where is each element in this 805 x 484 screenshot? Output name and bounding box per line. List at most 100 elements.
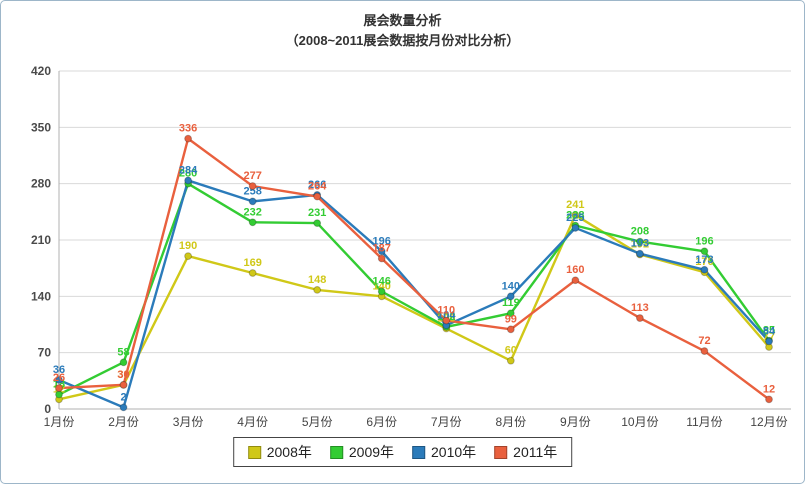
value-label: 26: [53, 372, 65, 384]
x-axis-label: 7月份: [431, 415, 462, 429]
value-label: 140: [502, 280, 520, 292]
value-label: 169: [243, 257, 261, 269]
value-label: 187: [373, 243, 391, 255]
value-label: 231: [308, 207, 326, 219]
x-axis-label: 11月份: [686, 415, 722, 429]
data-point: [765, 337, 773, 346]
value-label: 85: [763, 325, 775, 337]
value-label: 2: [120, 391, 126, 403]
y-tick-label: 350: [31, 120, 51, 134]
value-label: 140: [373, 280, 391, 292]
data-point: [248, 197, 257, 206]
legend: 2008年 2009年 2010年 2011年: [232, 437, 573, 467]
x-axis-label: 9月份: [560, 415, 591, 429]
y-tick-label: 0: [44, 402, 51, 416]
value-label: 232: [243, 206, 261, 218]
data-point: [248, 269, 257, 277]
data-point: [184, 134, 192, 143]
legend-item-2008[interactable]: 2008年: [247, 442, 312, 462]
data-point: [506, 325, 515, 334]
chart-subtitle: （2008~2011展会数据按月份对比分析）: [285, 33, 520, 48]
data-point: [119, 380, 128, 389]
data-point: [636, 249, 644, 258]
y-tick-label: 140: [31, 289, 51, 303]
legend-label-2010: 2010年: [431, 444, 477, 460]
data-point: [377, 254, 386, 263]
legend-label-2011: 2011年: [513, 444, 558, 460]
value-label: 280: [179, 168, 197, 180]
series-line-2009年: [57, 182, 771, 396]
value-label: 160: [566, 264, 584, 276]
chart-title: 展会数量分析: [363, 13, 442, 28]
value-label: 277: [243, 170, 261, 182]
value-label: 110: [437, 304, 455, 316]
value-label: 146: [373, 276, 391, 288]
value-label: 60: [505, 345, 517, 357]
x-axis-label: 2月份: [108, 415, 139, 429]
x-axis-label: 8月份: [495, 415, 526, 429]
data-point: [313, 192, 322, 201]
data-point: [700, 247, 709, 256]
data-point: [442, 316, 451, 325]
legend-swatch-2008: [247, 445, 261, 459]
data-point: [55, 390, 63, 399]
data-point: [119, 403, 128, 412]
x-axis-label: 6月份: [366, 415, 397, 429]
legend-item-2009[interactable]: 2009年: [329, 442, 394, 462]
series-line-2010年: [57, 179, 771, 409]
value-label: 196: [373, 235, 391, 247]
data-point: [248, 218, 257, 227]
value-label: 104: [437, 309, 456, 321]
legend-swatch-2009: [329, 445, 343, 459]
value-label: 196: [695, 235, 713, 247]
value-label: 12: [763, 383, 775, 395]
data-point: [506, 356, 515, 365]
series-line-2011年: [57, 137, 771, 401]
data-point: [248, 182, 257, 190]
value-label: 266: [308, 179, 326, 191]
y-tick-label: 280: [31, 177, 51, 191]
data-point: [55, 376, 63, 384]
value-label: 284: [179, 164, 198, 176]
legend-item-2010[interactable]: 2010年: [412, 442, 476, 462]
data-point: [313, 285, 322, 294]
x-axis-label: 1月份: [44, 415, 75, 429]
value-label: 148: [308, 274, 326, 286]
data-point: [506, 309, 515, 318]
data-point: [184, 252, 192, 260]
data-point: [636, 237, 644, 246]
data-point: [184, 176, 192, 185]
x-axis-label: 12月份: [750, 415, 787, 429]
value-label: 173: [695, 254, 713, 266]
value-label: 241: [566, 199, 584, 211]
value-label: 99: [505, 313, 517, 325]
value-label: 30: [117, 369, 129, 381]
value-label: 119: [502, 297, 520, 309]
value-label: 58: [117, 346, 129, 358]
data-point: [765, 395, 773, 404]
x-axis-label: 3月份: [173, 415, 204, 429]
data-point: [700, 265, 709, 274]
value-label: 113: [631, 302, 649, 314]
y-tick-label: 210: [31, 233, 51, 247]
value-label: 228: [566, 210, 584, 222]
value-label: 225: [566, 212, 584, 224]
legend-item-2011[interactable]: 2011年: [494, 442, 557, 462]
data-point: [636, 314, 644, 322]
value-label: 336: [179, 123, 197, 135]
data-point: [313, 219, 322, 228]
data-point: [700, 347, 709, 355]
data-point: [119, 358, 128, 367]
y-tick-label: 70: [38, 346, 52, 360]
legend-label-2008: 2008年: [266, 444, 312, 460]
value-label: 36: [53, 364, 65, 376]
value-label: 102: [437, 311, 455, 323]
value-label: 193: [631, 238, 649, 250]
data-point: [55, 384, 63, 392]
value-label: 258: [243, 185, 261, 197]
y-tick-label: 420: [31, 64, 51, 78]
legend-swatch-2011: [494, 445, 508, 459]
x-axis-label: 4月份: [237, 415, 268, 429]
